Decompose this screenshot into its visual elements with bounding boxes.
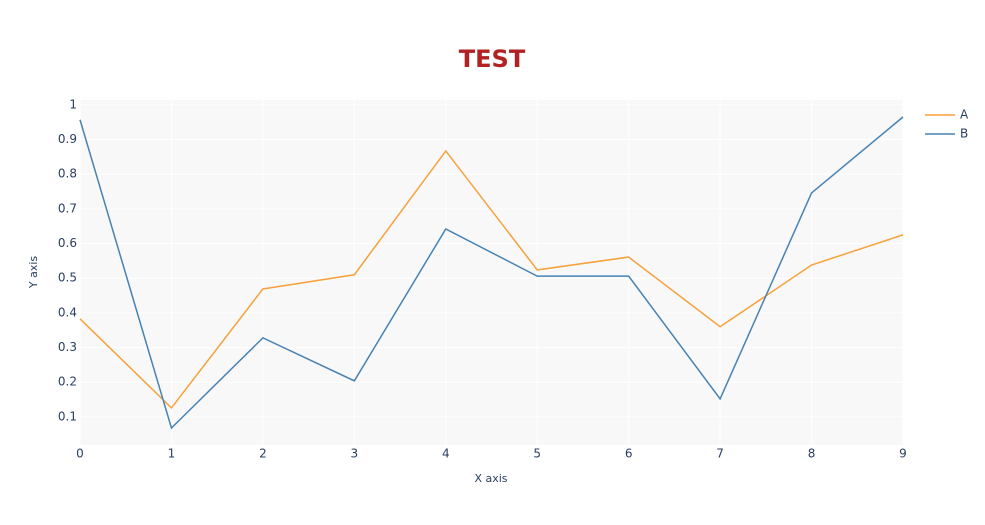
y-tick-label: 0.9 [58,132,77,146]
chart-title: TEST [459,45,526,73]
y-tick-label: 0.3 [58,340,77,354]
x-tick-label: 1 [168,447,176,461]
y-axis-label: Y axis [27,256,40,290]
x-tick-label: 0 [76,447,84,461]
x-tick-label: 9 [899,447,907,461]
x-tick-label: 5 [533,447,541,461]
x-tick-label: 2 [259,447,267,461]
legend-label: A [960,108,969,122]
x-tick-label: 7 [716,447,724,461]
x-axis-label: X axis [474,472,507,485]
y-tick-label: 0.4 [58,305,77,319]
x-tick-label: 6 [625,447,633,461]
line-series [79,116,904,430]
x-tick-label: 3 [351,447,359,461]
y-tick-label: 0.2 [58,375,77,389]
plot-area [80,100,903,445]
x-tick-label: 8 [808,447,816,461]
y-tick-label: 0.6 [58,236,77,250]
y-tick-label: 0.1 [58,409,77,423]
legend-label: B [960,127,968,141]
x-tick-label: 4 [442,447,450,461]
y-tick-label: 0.8 [58,167,77,181]
y-tick-label: 0.7 [58,201,77,215]
y-tick-label: 0.5 [58,271,77,285]
y-tick-label: 1 [69,97,77,111]
